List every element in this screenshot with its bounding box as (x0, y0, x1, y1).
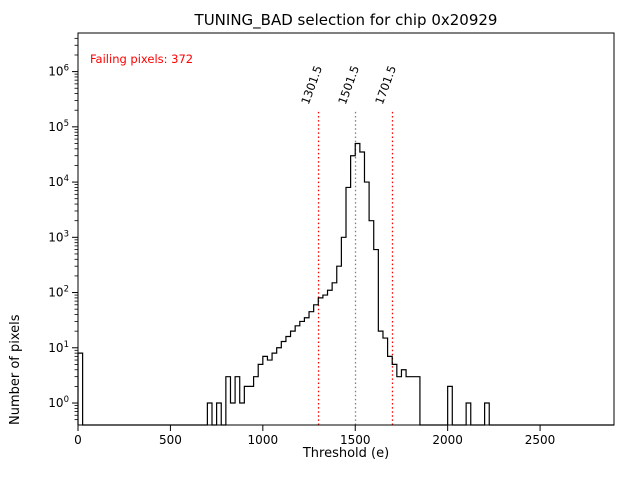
threshold-vline-label-0: 1301.5 (298, 64, 325, 107)
x-axis-label: Threshold (e) (302, 446, 390, 461)
x-tick-label: 2500 (525, 433, 556, 447)
y-axis-label: Number of pixels (8, 314, 23, 425)
x-tick-label: 1000 (248, 433, 279, 447)
y-tick-label: 102 (48, 285, 69, 300)
y-tick-label: 105 (48, 119, 69, 134)
y-tick-label: 103 (48, 229, 69, 244)
x-tick-label: 500 (159, 433, 182, 447)
y-tick-label: 100 (48, 395, 69, 410)
threshold-vline-label-1: 1501.5 (335, 64, 362, 107)
y-tick-label: 106 (48, 64, 69, 79)
histogram-step (77, 142, 614, 426)
x-tick-label: 1500 (340, 433, 371, 447)
failing-pixels-annotation: Failing pixels: 372 (90, 52, 194, 66)
x-tick-label: 2000 (432, 433, 463, 447)
y-tick-label: 104 (48, 174, 69, 189)
axes-box (77, 32, 615, 426)
threshold-vline-label-2: 1701.5 (372, 64, 399, 107)
x-tick-label: 0 (74, 433, 82, 447)
chart-title: TUNING_BAD selection for chip 0x20929 (194, 11, 498, 29)
y-tick-label: 101 (48, 340, 69, 355)
